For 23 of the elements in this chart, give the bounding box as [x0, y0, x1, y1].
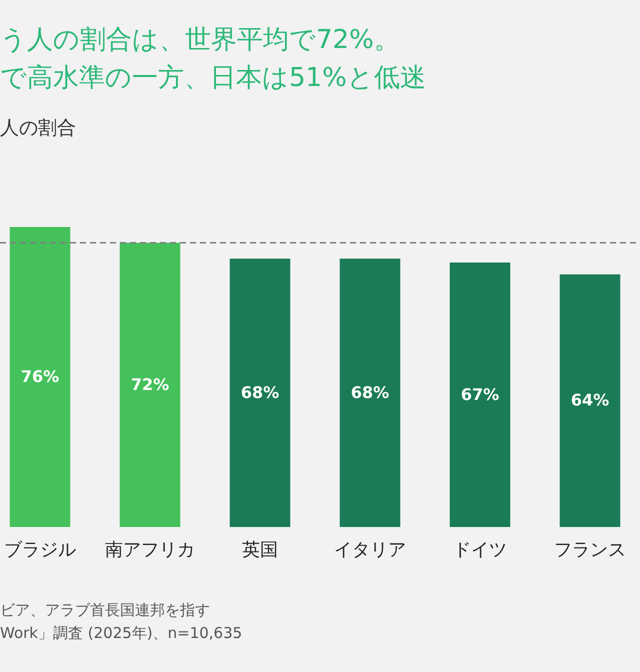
text: 人の割合	[0, 117, 76, 139]
text: Work」調査 (2025年)、n=10,635	[0, 624, 242, 642]
data-label: 67%	[460, 384, 500, 404]
x-tick-label: イタリア	[334, 540, 406, 560]
data-label: 76%	[20, 367, 60, 386]
x-tick-label: ブラジル	[4, 540, 76, 560]
x-tick-label: 南アフリカ	[105, 540, 195, 560]
data-label: 68%	[350, 382, 390, 402]
chart-title: う人の割合は、世界平均で72%。	[0, 25, 400, 55]
x-tick-label: ドイツ	[453, 540, 507, 560]
data-label: 64%	[570, 390, 610, 410]
bar	[230, 258, 290, 527]
bar	[120, 242, 180, 527]
data-label: 68%	[240, 382, 280, 402]
chart-subtitle: で高水準の一方、日本は51%と低迷	[0, 63, 426, 93]
bar	[340, 258, 400, 527]
text: ビア、アラブ首長国連邦を指す	[0, 601, 210, 619]
bar	[10, 227, 70, 527]
data-label: 72%	[130, 374, 170, 394]
x-tick-label: フランス	[554, 540, 626, 560]
bar	[450, 262, 510, 527]
bar	[560, 274, 620, 527]
x-tick-label: 英国	[242, 540, 278, 560]
